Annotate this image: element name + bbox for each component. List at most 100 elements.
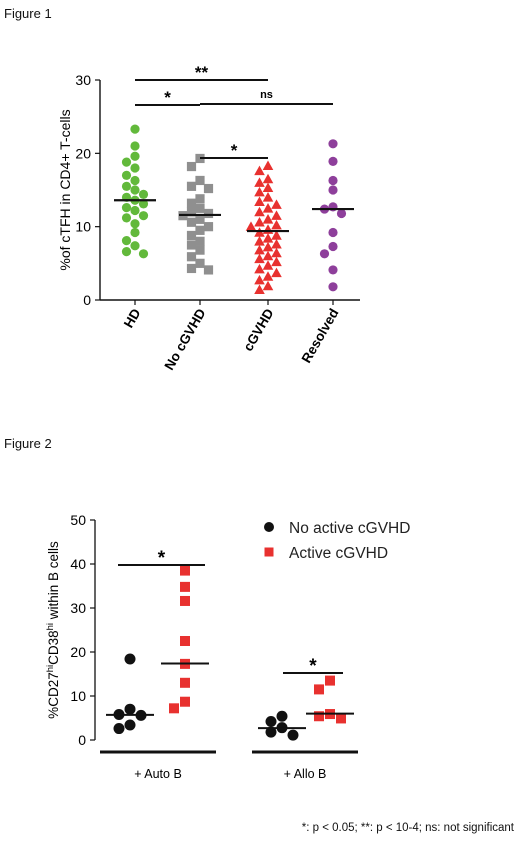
data-point [186,161,197,172]
data-point [328,282,338,292]
legend-label: No active cGVHD [289,520,410,537]
data-point [186,198,197,208]
data-point [254,284,265,294]
data-point [262,203,274,213]
data-point [262,241,274,252]
y-axis-label-part: %CD27 [46,672,61,719]
data-point [186,263,197,274]
data-point [262,233,274,243]
data-point [271,230,282,240]
data-point [254,206,265,217]
data-point [319,249,330,259]
data-point [195,203,205,213]
legend-marker [264,522,274,532]
data-point [262,173,274,184]
data-point [265,726,277,738]
data-point [195,214,205,224]
data-point [271,238,282,249]
data-point [203,208,214,219]
data-point [245,221,257,231]
data-point [262,214,274,224]
data-point [254,165,265,176]
significance-footnote: *: p < 0.05; **: p < 10-4; ns: not signi… [301,822,514,834]
data-point [130,163,140,173]
data-point [203,222,214,232]
data-point [121,236,132,246]
data-point [124,703,136,715]
data-point [195,175,205,186]
data-point [328,227,338,238]
data-point [254,274,265,285]
data-point [180,595,190,606]
significance-label: ns [260,89,273,101]
data-point [271,210,282,220]
data-point [186,230,197,241]
data-point [169,703,179,714]
data-point [203,183,214,194]
data-point [121,157,132,167]
data-point [186,207,197,217]
data-point [138,199,149,209]
y-tick-label: 10 [75,219,91,235]
data-point [271,199,282,209]
legend-label: Active cGVHD [289,545,388,562]
y-tick-label: 30 [75,72,91,88]
data-point [130,205,140,216]
data-point [328,185,338,195]
data-point [254,236,265,246]
data-point [328,265,338,275]
data-point [130,185,140,195]
data-point [195,236,205,246]
figure-2-label: Figure 2 [4,436,52,451]
significance-label: ** [195,63,209,82]
data-point [328,156,338,166]
y-axis-label: %CD27hiCD38hi within B cells [45,541,62,719]
y-tick-label: 20 [70,644,86,660]
data-point [271,247,282,258]
data-point [336,208,347,219]
data-point [254,253,265,264]
data-point [180,636,190,646]
data-point [262,271,274,281]
y-axis-label-part: CD38 [46,630,61,665]
legend-marker [264,547,274,557]
data-point [130,124,140,134]
data-point [130,219,140,229]
data-point [130,241,140,251]
data-point [124,653,136,665]
data-point [328,175,338,186]
y-tick-label: 0 [83,292,91,308]
data-point [254,196,265,206]
data-point [180,696,190,707]
data-point [336,713,346,724]
data-point [254,186,265,197]
group-label: + Auto B [134,767,182,781]
data-point [265,716,277,728]
data-point [138,249,149,259]
data-point [314,711,324,722]
data-point [121,213,132,223]
data-point [121,170,132,180]
y-tick-label: 20 [75,145,91,161]
data-point [254,216,265,227]
data-point [254,177,265,187]
data-point [271,267,282,278]
data-point [195,258,205,268]
y-axis-label: %of cTFH in CD4+ T-cells [57,109,73,270]
y-tick-label: 50 [70,512,86,528]
data-point [186,240,197,250]
data-point [130,151,140,161]
data-point [186,181,197,191]
y-tick-label: 30 [70,600,86,616]
data-point [203,265,214,275]
data-point [130,227,140,238]
data-point [180,581,190,592]
data-point [262,250,274,261]
y-tick-label: 0 [78,732,86,748]
y-axis-label-part: within B cells [46,541,61,623]
data-point [262,160,274,171]
data-point [328,241,338,252]
data-point [254,244,265,255]
data-point [113,723,125,735]
